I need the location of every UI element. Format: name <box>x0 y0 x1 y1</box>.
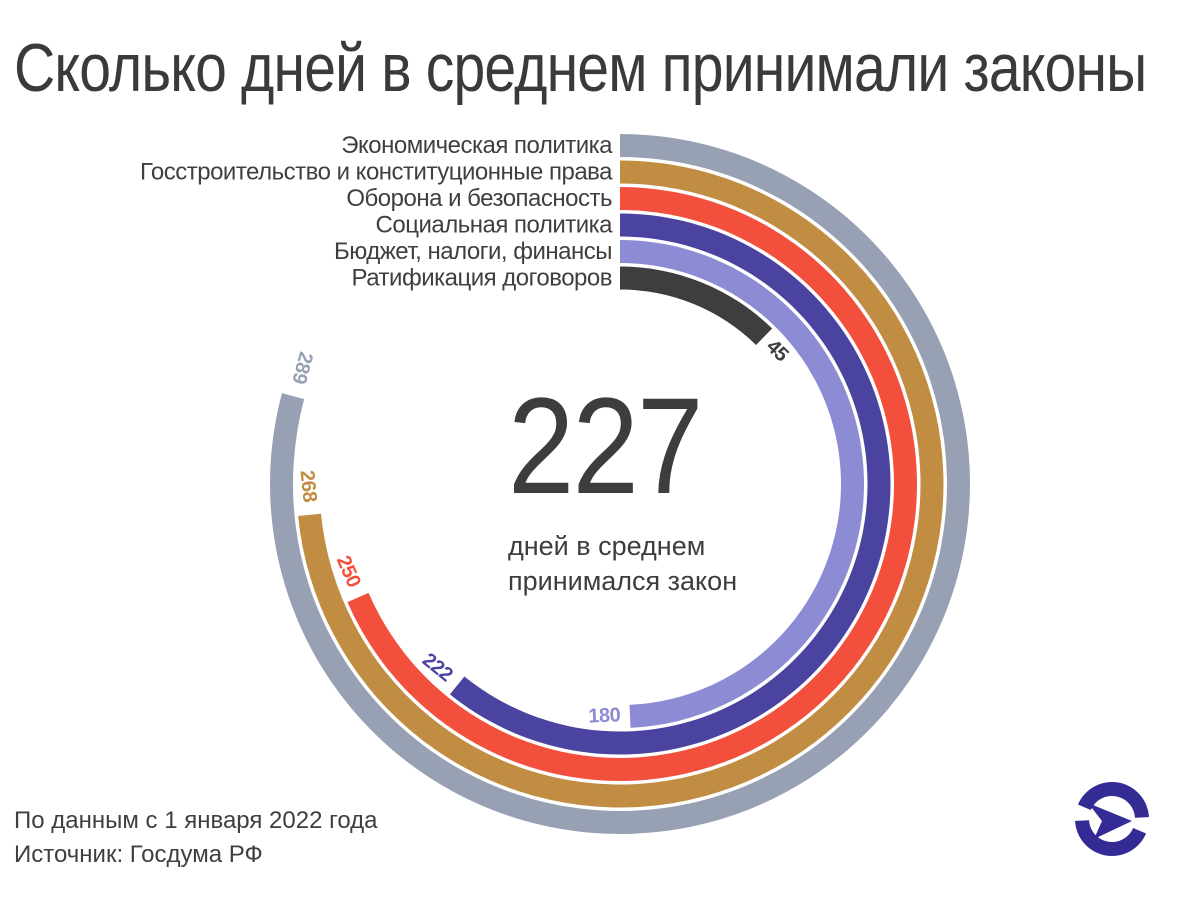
publisher-logo <box>1075 782 1149 856</box>
logo-arrow-icon <box>1088 803 1132 839</box>
logo-arc-bottom-icon <box>1075 820 1147 856</box>
ring-value-label-0: 289 <box>287 350 317 387</box>
ring-segment-3 <box>449 213 891 755</box>
center-value: 227 <box>508 370 703 523</box>
logo-arc-top-icon <box>1077 782 1149 818</box>
source-note: По данным с 1 января 2022 года Источник:… <box>14 804 378 872</box>
ring-category-label-3: Социальная политика <box>376 212 614 239</box>
center-caption-line1: дней в среднем <box>508 531 706 561</box>
ring-category-label-5: Ратификация договоров <box>352 265 612 292</box>
ring-category-label-0: Экономическая политика <box>341 132 613 159</box>
ring-category-label-1: Госстроительство и конституционные права <box>140 159 613 186</box>
page-title: Сколько дней в среднем принимали законы <box>14 34 1200 102</box>
chart-center-annotation: 227 дней в среднем принимался закон <box>508 378 737 599</box>
logo-glyph <box>1075 782 1149 856</box>
ring-value-label-4: 180 <box>588 704 621 727</box>
ring-value-label-1: 268 <box>295 469 320 503</box>
center-caption: дней в среднем принимался закон <box>508 529 737 599</box>
ring-category-label-4: Бюджет, налоги, финансы <box>334 238 612 265</box>
center-caption-line2: принимался закон <box>508 566 738 596</box>
data-period-note: По данным с 1 января 2022 года <box>14 807 378 834</box>
ring-category-label-2: Оборона и безопасность <box>346 185 612 212</box>
page-title-text: Сколько дней в среднем принимали законы <box>14 30 1147 106</box>
ring-segment-5 <box>620 266 773 345</box>
data-source-note: Источник: Госдума РФ <box>14 841 263 868</box>
